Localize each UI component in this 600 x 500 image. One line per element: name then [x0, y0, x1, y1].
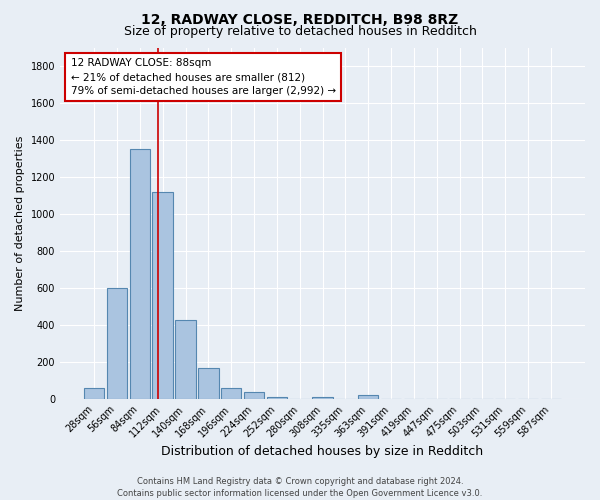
Bar [107, 288, 127, 399]
Bar [130, 150, 150, 399]
Bar [198, 368, 218, 399]
Bar [358, 396, 379, 399]
Text: 12 RADWAY CLOSE: 88sqm
← 21% of detached houses are smaller (812)
79% of semi-de: 12 RADWAY CLOSE: 88sqm ← 21% of detached… [71, 58, 335, 96]
Bar [244, 392, 264, 399]
Bar [221, 388, 241, 399]
Bar [175, 320, 196, 399]
X-axis label: Distribution of detached houses by size in Redditch: Distribution of detached houses by size … [161, 444, 484, 458]
Bar [266, 397, 287, 399]
Text: 12, RADWAY CLOSE, REDDITCH, B98 8RZ: 12, RADWAY CLOSE, REDDITCH, B98 8RZ [142, 12, 458, 26]
Y-axis label: Number of detached properties: Number of detached properties [15, 136, 25, 311]
Bar [84, 388, 104, 399]
Text: Size of property relative to detached houses in Redditch: Size of property relative to detached ho… [124, 25, 476, 38]
Text: Contains HM Land Registry data © Crown copyright and database right 2024.
Contai: Contains HM Land Registry data © Crown c… [118, 476, 482, 498]
Bar [152, 192, 173, 399]
Bar [312, 397, 333, 399]
